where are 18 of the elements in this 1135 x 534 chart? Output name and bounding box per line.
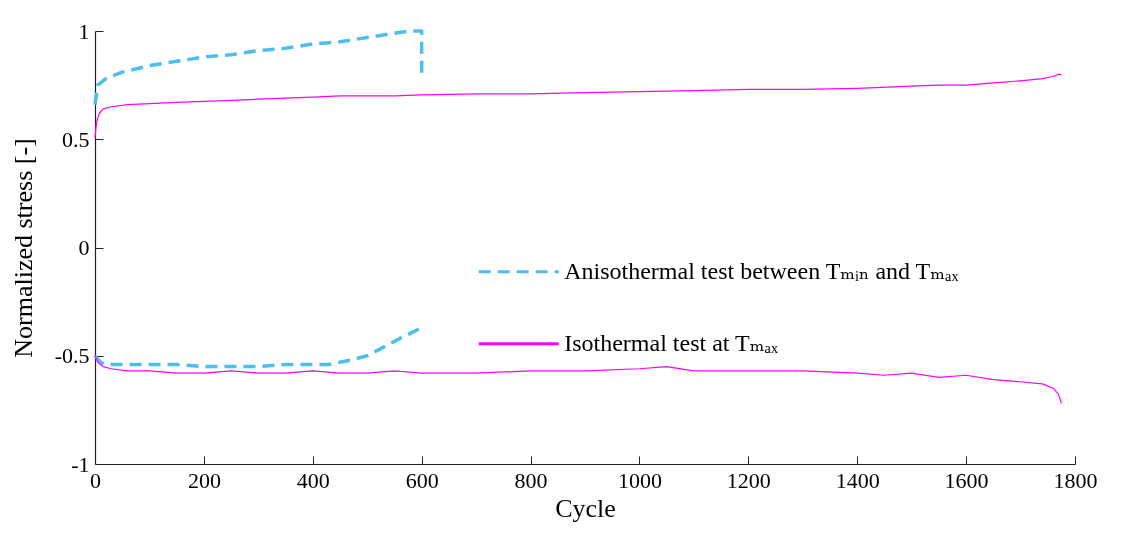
y-tick-label: 1 [78,18,90,44]
legend-label: Anisothermal test between Tₘᵢₙ and Tₘₐₓ [564,257,959,284]
x-tick-label: 600 [405,467,439,493]
x-tick-label: 1600 [944,467,989,493]
y-tick-label: -0.5 [54,343,90,369]
y-tick-label: 0 [78,235,90,260]
x-tick-label: 200 [187,467,221,493]
x-tick-label: 1000 [617,467,662,493]
x-tick-label: 400 [296,467,330,493]
x-axis-title: Cycle [555,493,616,523]
y-tick-label: -1 [71,451,90,477]
legend-label: Isothermal test at Tₘₐₓ [564,329,778,356]
x-tick-label: 1400 [835,467,880,493]
x-tick-label: 800 [514,467,548,493]
y-axis-title: Normalized stress [-] [8,138,38,358]
y-tick-label: 0.5 [62,126,90,152]
x-tick-label: 1200 [726,467,771,493]
x-tick-label: 1800 [1053,467,1098,493]
